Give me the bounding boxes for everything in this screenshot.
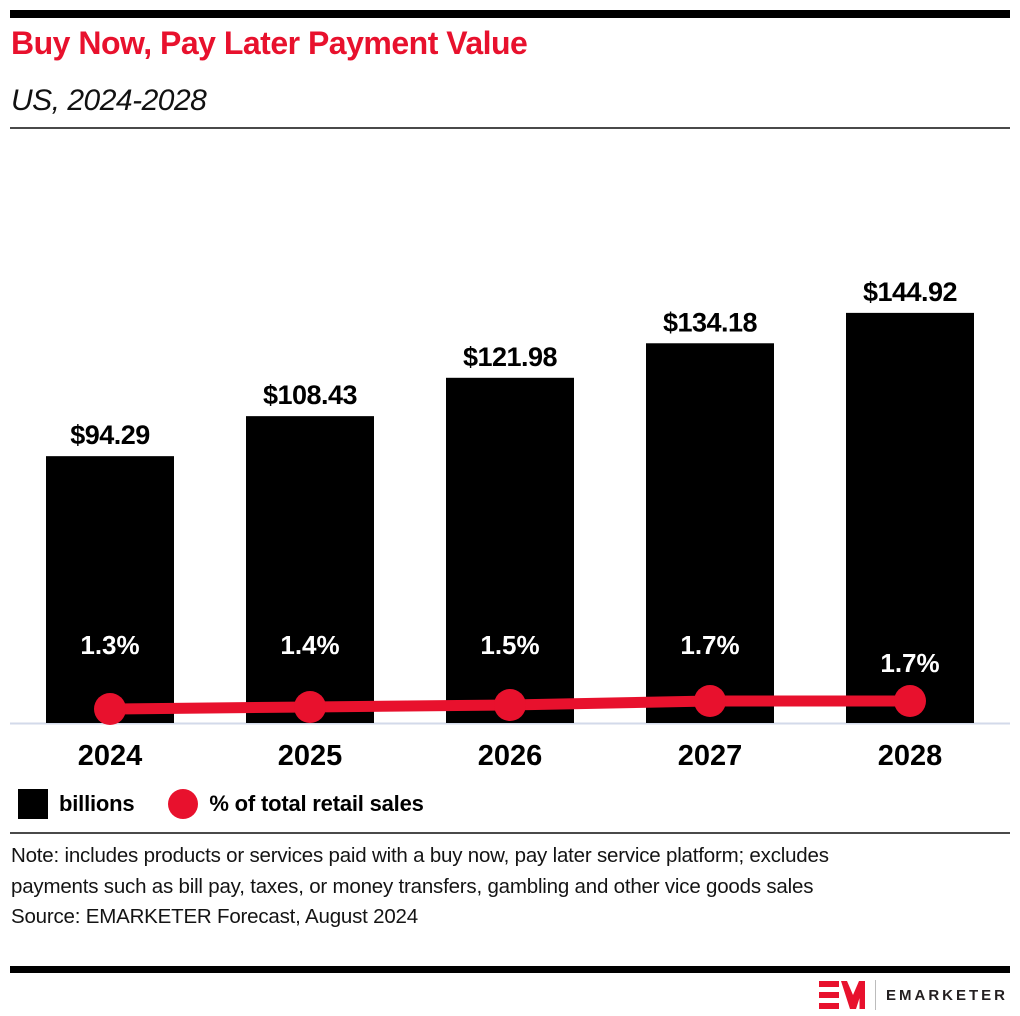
source-text: Source: EMARKETER Forecast, August 2024 xyxy=(11,905,418,928)
bar-2028 xyxy=(846,312,974,723)
pct-label-2027: 1.7% xyxy=(680,630,739,660)
x-axis-tick-label-2028: 2028 xyxy=(878,740,943,772)
top-accent-bar xyxy=(10,10,1010,18)
bar-value-label-2024: $94.29 xyxy=(70,420,150,450)
bar-value-label-2027: $134.18 xyxy=(663,307,758,337)
x-axis-tick-label-2024: 2024 xyxy=(78,740,143,772)
bar-value-label-2028: $144.92 xyxy=(863,277,957,307)
red-circle-swatch-icon xyxy=(168,789,199,819)
pct-point-2027 xyxy=(694,685,726,717)
pct-point-2028 xyxy=(894,685,926,717)
page-subtitle: US, 2024-2028 xyxy=(11,84,207,117)
page-title: Buy Now, Pay Later Payment Value xyxy=(11,25,528,61)
note-text: Note: includes products or services paid… xyxy=(11,844,829,898)
legend-item-retail-sales-pct: % of total retail sales xyxy=(168,789,424,819)
bar-2024 xyxy=(46,456,174,723)
bar-2026 xyxy=(446,377,574,723)
chart-legend: billions % of total retail sales xyxy=(18,789,424,819)
pct-label-2025: 1.4% xyxy=(280,630,339,660)
pct-point-2024 xyxy=(94,693,126,725)
legend-label-retail-sales-pct: % of total retail sales xyxy=(209,791,424,816)
legend-item-billions: billions xyxy=(18,789,135,819)
pct-label-2026: 1.5% xyxy=(480,630,539,660)
bar-value-label-2025: $108.43 xyxy=(263,380,358,410)
bar-2025 xyxy=(246,416,374,723)
pct-point-2025 xyxy=(294,691,326,723)
bar-value-label-2026: $121.98 xyxy=(463,342,558,372)
x-axis-tick-label-2026: 2026 xyxy=(478,740,543,772)
bar-2027 xyxy=(646,343,774,723)
header-divider xyxy=(10,127,1010,129)
emarketer-logo: EMARKETER xyxy=(818,980,1008,1010)
legend-divider xyxy=(10,832,1010,834)
logo-wordmark: EMARKETER xyxy=(885,986,1008,1004)
legend-label-billions: billions xyxy=(59,791,135,816)
em-logo-mark-icon xyxy=(818,981,865,1009)
pct-label-2028: 1.7% xyxy=(880,648,939,678)
black-square-swatch-icon xyxy=(18,789,48,819)
pct-label-2024: 1.3% xyxy=(80,630,139,660)
pct-point-2026 xyxy=(494,689,526,721)
chart: $94.29 2024 $108.43 2025 $121.98 2026 $134.18 2… xyxy=(10,277,1010,772)
x-axis-tick-label-2027: 2027 xyxy=(678,740,743,772)
footer-accent-bar xyxy=(10,966,1010,973)
x-axis-tick-label-2025: 2025 xyxy=(278,740,343,772)
logo-divider xyxy=(874,980,876,1010)
footnotes: Note: includes products or services paid… xyxy=(11,841,916,933)
